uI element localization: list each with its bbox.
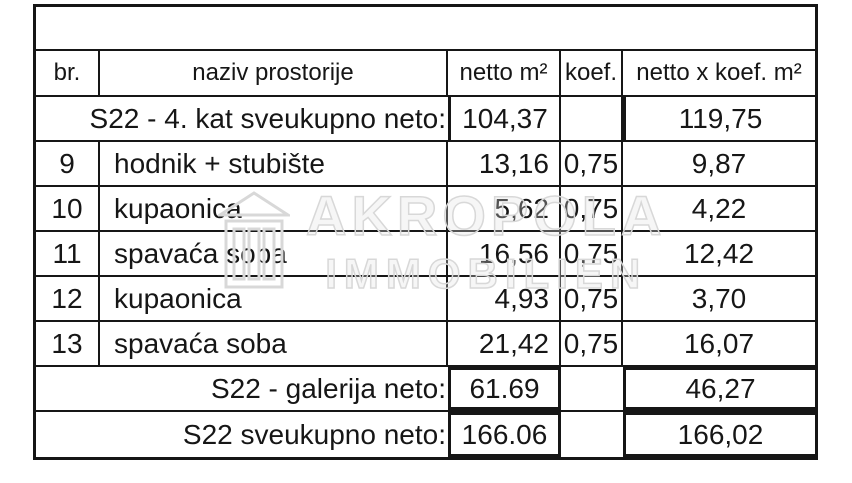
table-row: 9 hodnik + stubište 13,16 0,75 9,87 (36, 142, 815, 187)
cell-netto-x-koef: 12,42 (683, 237, 755, 269)
grand-total-label: S22 sveukupno neto: (182, 418, 446, 450)
floor-total-koef (561, 97, 623, 140)
cell-br: 12 (36, 277, 100, 320)
floor-total-netto-x-koef: 119,75 (623, 97, 815, 140)
col-header-br: br. (36, 51, 100, 95)
cell-name: kupaonica (100, 277, 448, 320)
cell-br: 10 (36, 187, 100, 230)
table-title-row (36, 7, 815, 51)
cell-netto: 5,62 (448, 187, 561, 230)
cell-name: spavaća soba (100, 322, 448, 365)
cell-name: spavaća soba (100, 232, 448, 275)
grand-total-row: S22 sveukupno neto: 166.06 166,02 (36, 412, 815, 457)
table-header-row: br. naziv prostorije netto m² koef. nett… (36, 51, 815, 97)
cell-netto-x-koef: 4,22 (691, 192, 747, 224)
grand-total-koef (561, 412, 623, 457)
floor-total-row: S22 - 4. kat sveukupno neto: 104,37 119,… (36, 97, 815, 142)
gallery-total-netto-x-koef: 46,27 (623, 367, 815, 410)
col-header-name: naziv prostorije (100, 51, 448, 95)
gallery-total-koef (561, 367, 623, 410)
col-header-koef: koef. (561, 51, 623, 95)
table-row: 11 spavaća soba 16,56 0,75 12,42 (36, 232, 815, 277)
table-title (36, 7, 815, 49)
cell-netto-x-koef: 9,87 (691, 147, 747, 179)
col-header-netto: netto m² (448, 51, 561, 95)
gallery-total-netto: 61.69 (448, 367, 561, 410)
area-table: br. naziv prostorije netto m² koef. nett… (33, 4, 818, 460)
cell-br: 11 (36, 232, 100, 275)
cell-netto-x-koef: 16,07 (683, 327, 755, 359)
gallery-total-label: S22 - galerija neto: (210, 372, 446, 404)
cell-br: 13 (36, 322, 100, 365)
cell-br: 9 (36, 142, 100, 185)
cell-name: kupaonica (100, 187, 448, 230)
cell-netto: 13,16 (448, 142, 561, 185)
cell-koef: 0,75 (561, 277, 623, 320)
col-header-netto-x-koef: netto x koef. m² (636, 59, 802, 86)
table-row: 12 kupaonica 4,93 0,75 3,70 (36, 277, 815, 322)
gallery-total-row: S22 - galerija neto: 61.69 46,27 (36, 367, 815, 412)
cell-netto: 21,42 (448, 322, 561, 365)
floor-total-label: S22 - 4. kat sveukupno neto: (89, 102, 446, 134)
table-row: 10 kupaonica 5,62 0,75 4,22 (36, 187, 815, 232)
grand-total-netto-x-koef: 166,02 (623, 412, 815, 457)
cell-netto: 4,93 (448, 277, 561, 320)
cell-koef: 0,75 (561, 322, 623, 365)
cell-netto-x-koef: 3,70 (691, 282, 747, 314)
cell-koef: 0,75 (561, 187, 623, 230)
cell-koef: 0,75 (561, 142, 623, 185)
cell-koef: 0,75 (561, 232, 623, 275)
grand-total-netto: 166.06 (448, 412, 561, 457)
cell-netto: 16,56 (448, 232, 561, 275)
cell-name: hodnik + stubište (100, 142, 448, 185)
table-row: 13 spavaća soba 21,42 0,75 16,07 (36, 322, 815, 367)
floor-total-netto: 104,37 (448, 97, 561, 140)
